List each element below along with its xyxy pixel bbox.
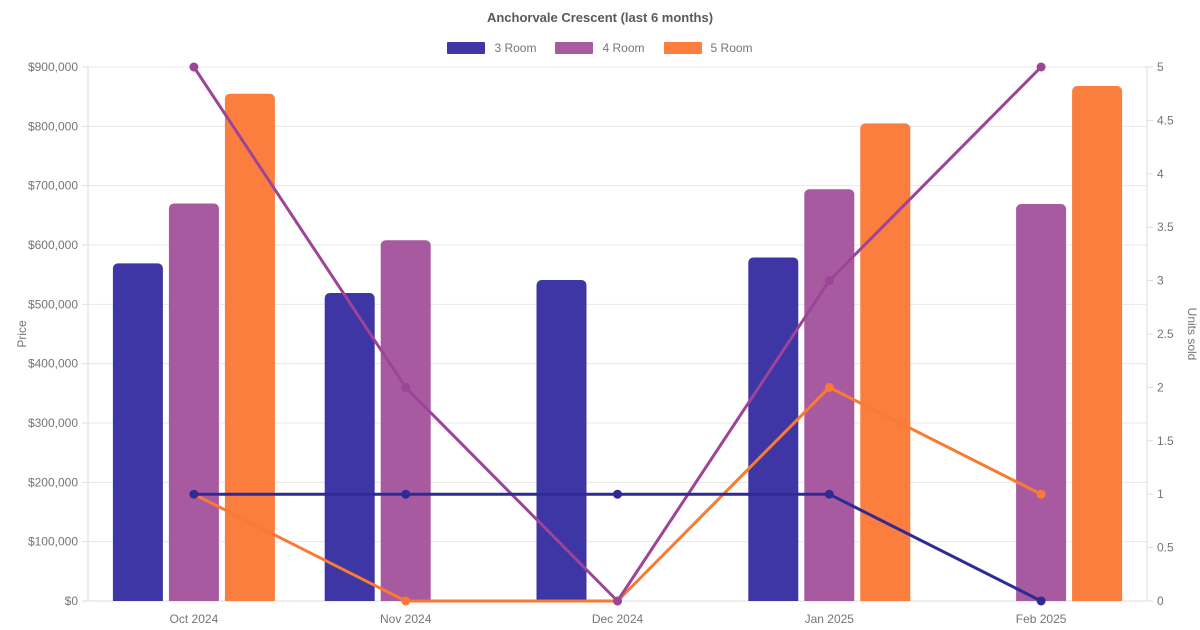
y-right-tick-label: 3.5 [1157, 220, 1174, 234]
legend-label: 5 Room [710, 41, 753, 55]
y-left-tick-label: $200,000 [28, 475, 78, 489]
x-tick-label: Dec 2024 [592, 612, 644, 626]
point-5-room-nov-2024[interactable] [401, 596, 411, 606]
point-4-room-dec-2024[interactable] [613, 596, 622, 606]
bar-4-room-feb-2025[interactable] [1016, 204, 1067, 601]
point-4-room-nov-2024[interactable] [401, 382, 411, 392]
legend-swatch-3-room [447, 42, 486, 54]
y-left-tick-label: $900,000 [28, 60, 78, 74]
y-left-tick-label: $300,000 [28, 416, 78, 430]
y-left-tick-label: $400,000 [28, 357, 78, 371]
line-4-room [192, 65, 1043, 603]
point-5-room-feb-2025[interactable] [1036, 489, 1046, 499]
bar-3-room-oct-2024[interactable] [112, 263, 163, 601]
bar-4-room-jan-2025[interactable] [804, 189, 855, 601]
y-right-tick-label: 0 [1157, 594, 1164, 608]
y-left-tick-label: $100,000 [28, 535, 78, 549]
line-3-room [192, 492, 1043, 603]
x-tick-label: Oct 2024 [170, 612, 219, 626]
legend-label: 4 Room [602, 41, 645, 55]
y-left-tick-label: $0 [65, 594, 79, 608]
y-right-tick-label: 3 [1157, 274, 1164, 288]
legend-item-4-room[interactable]: 4 Room [555, 41, 645, 55]
y-right-tick-label: 1 [1157, 487, 1164, 501]
bar-3-room-jan-2025[interactable] [748, 257, 799, 601]
point-4-room-feb-2025[interactable] [1036, 62, 1046, 72]
point-3-room-jan-2025[interactable] [824, 489, 834, 499]
legend-item-3-room[interactable]: 3 Room [447, 42, 536, 54]
point-3-room-nov-2024[interactable] [401, 489, 411, 499]
bar-3-room-nov-2024[interactable] [324, 293, 375, 601]
bar-3-room-dec-2024[interactable] [536, 280, 587, 601]
y-right-tick-label: 4.5 [1157, 113, 1174, 127]
chart-legend: 3 Room 4 Room 5 Room [0, 42, 1200, 54]
y-right-tick-label: 2.5 [1157, 327, 1174, 341]
x-tick-label: Jan 2025 [805, 612, 855, 626]
bar-5-room-jan-2025[interactable] [860, 123, 911, 601]
chart-title: Anchorvale Crescent (last 6 months) [486, 10, 714, 25]
y-right-tick-label: 0.5 [1157, 541, 1174, 555]
legend-item-5-room[interactable]: 5 Room [663, 41, 753, 55]
y-left-tick-label: $800,000 [28, 119, 78, 133]
x-tick-label: Feb 2025 [1016, 612, 1067, 626]
bar-5-room-feb-2025[interactable] [1072, 85, 1123, 601]
y-right-tick-label: 2 [1157, 380, 1164, 394]
y-right-tick-label: 1.5 [1157, 434, 1174, 448]
point-5-room-jan-2025[interactable] [824, 382, 834, 392]
legend-swatch-5-room [663, 42, 702, 54]
y-left-tick-label: $600,000 [28, 238, 78, 252]
bar-4-room-oct-2024[interactable] [168, 203, 219, 601]
legend-label: 3 Room [494, 41, 537, 55]
bar-5-room-oct-2024[interactable] [224, 93, 275, 601]
bar-4-room-nov-2024[interactable] [380, 240, 431, 601]
point-3-room-feb-2025[interactable] [1036, 596, 1046, 606]
y-right-axis-title: Units sold [1185, 308, 1199, 361]
point-4-room-jan-2025[interactable] [824, 276, 834, 286]
y-left-tick-label: $700,000 [28, 179, 78, 193]
point-3-room-oct-2024[interactable] [189, 489, 199, 499]
y-right-tick-label: 4 [1157, 167, 1164, 181]
point-3-room-dec-2024[interactable] [613, 489, 622, 499]
y-left-tick-label: $500,000 [28, 297, 78, 311]
x-tick-label: Nov 2024 [380, 612, 432, 626]
point-4-room-oct-2024[interactable] [189, 62, 199, 72]
y-left-axis-title: Price [15, 320, 29, 348]
legend-swatch-4-room [555, 42, 594, 54]
y-right-tick-label: 5 [1157, 60, 1164, 74]
